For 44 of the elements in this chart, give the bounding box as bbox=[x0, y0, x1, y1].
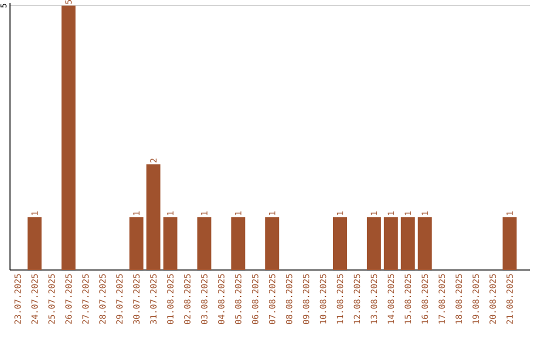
x-tick-label: 04.08.2025 bbox=[218, 274, 224, 324]
x-tick-label: 13.08.2025 bbox=[370, 274, 378, 324]
x-tick-label: 28.07.2025 bbox=[99, 274, 106, 324]
x-tick-label: 08.08.2025 bbox=[286, 274, 292, 324]
x-tick-label: 31.07.2025 bbox=[150, 274, 157, 324]
x-tick-label: 06.08.2025 bbox=[252, 274, 258, 324]
data-label: 1 bbox=[167, 211, 174, 215]
x-tick-label: 03.08.2025 bbox=[201, 274, 208, 324]
x-tick-label: 16.08.2025 bbox=[422, 274, 428, 324]
data-label: 2 bbox=[150, 158, 157, 162]
data-label: 1 bbox=[336, 211, 344, 215]
x-tick-label: 21.08.2025 bbox=[506, 274, 513, 324]
data-label: 5 bbox=[65, 0, 72, 4]
x-tick-label: 01.08.2025 bbox=[167, 274, 174, 324]
x-tick-label: 29.07.2025 bbox=[116, 274, 123, 324]
x-tick-label: 10.08.2025 bbox=[320, 274, 326, 324]
x-tick-label: 09.08.2025 bbox=[302, 274, 310, 324]
x-tick-label: 15.08.2025 bbox=[404, 274, 412, 324]
data-label: 1 bbox=[422, 211, 428, 215]
x-tick-label: 27.07.2025 bbox=[82, 274, 89, 324]
x-tick-label: 23.07.2025 bbox=[14, 274, 21, 324]
data-label: 1 bbox=[201, 211, 208, 215]
x-tick-label: 11.08.2025 bbox=[336, 274, 344, 324]
x-tick-label: 25.07.2025 bbox=[48, 274, 55, 324]
data-label: 1 bbox=[235, 211, 242, 215]
data-label: 1 bbox=[506, 211, 513, 215]
x-tick-label: 05.08.2025 bbox=[234, 274, 242, 324]
data-label: 1 bbox=[370, 211, 378, 215]
x-tick-label: 20.08.2025 bbox=[489, 274, 496, 324]
x-tick-label: 17.08.2025 bbox=[438, 274, 445, 324]
data-label: 1 bbox=[133, 211, 140, 215]
x-tick-label: 14.08.2025 bbox=[388, 274, 394, 324]
data-label: 1 bbox=[388, 211, 394, 215]
x-tick-label: 26.07.2025 bbox=[65, 274, 72, 324]
x-tick-label: 07.08.2025 bbox=[268, 274, 276, 324]
data-label: 1 bbox=[269, 211, 276, 215]
x-tick-label: 24.07.2025 bbox=[31, 274, 38, 324]
x-tick-label: 18.08.2025 bbox=[456, 274, 462, 324]
x-tick-label: 30.07.2025 bbox=[133, 274, 140, 324]
data-label: 1 bbox=[404, 211, 411, 215]
x-tick-label: 02.08.2025 bbox=[184, 274, 191, 324]
x-tick-label: 12.08.2025 bbox=[354, 274, 360, 324]
data-label: 1 bbox=[32, 211, 38, 215]
x-tick-label: 19.08.2025 bbox=[472, 274, 479, 324]
